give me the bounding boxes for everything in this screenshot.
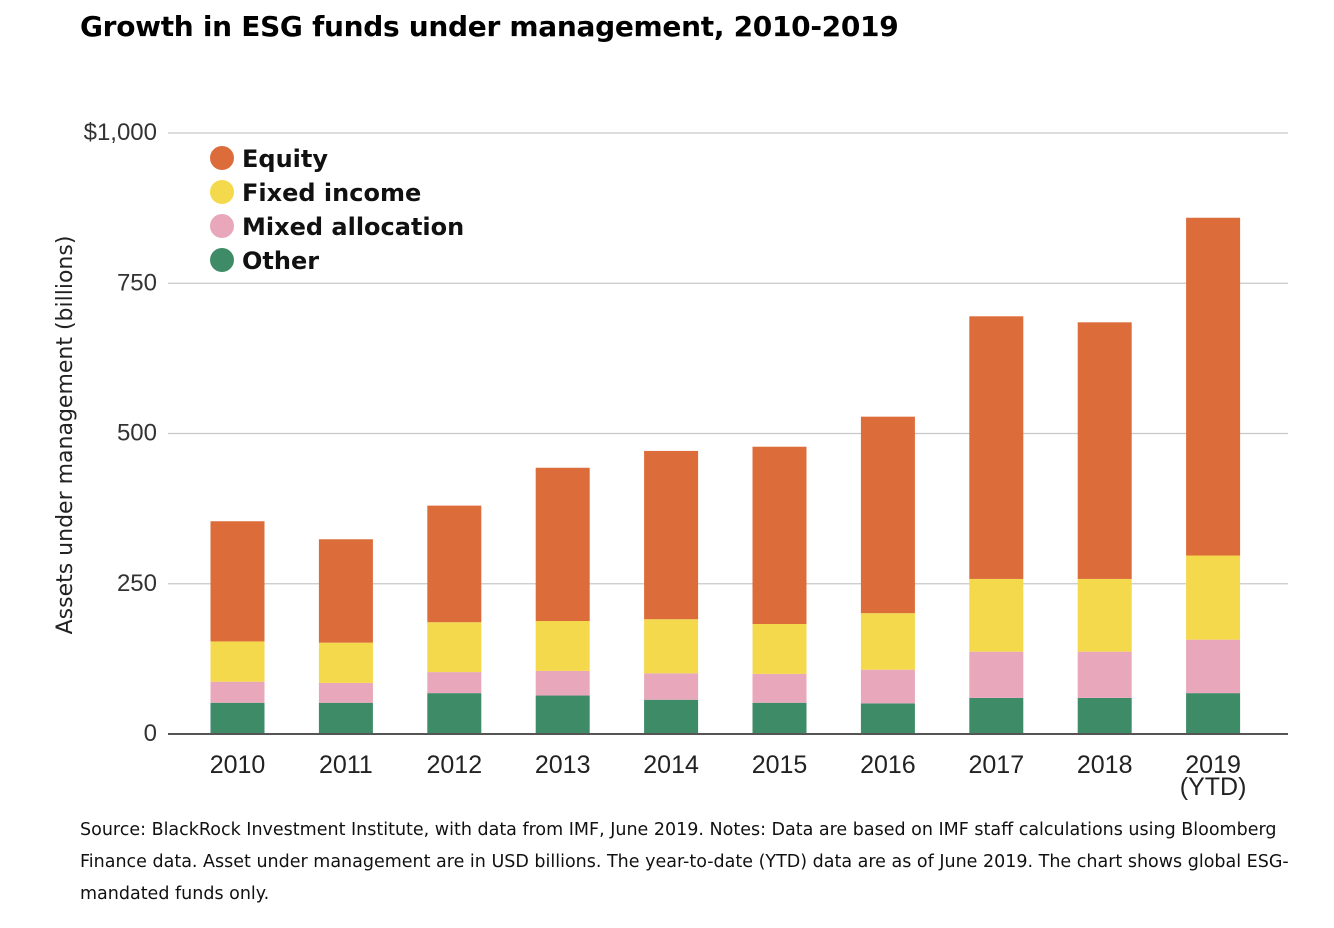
legend-swatch [210,214,234,238]
bar-segment-fixed-income [427,622,482,673]
legend-label: Fixed income [242,179,421,207]
bar-segment-equity [969,316,1024,579]
bar-segment-other [752,702,807,734]
bar-segment-mixed-allocation [1186,639,1241,694]
bar-segment-mixed-allocation [318,682,373,703]
bar-segment-mixed-allocation [969,651,1024,698]
x-tick-label: 2015 [752,751,808,779]
bar-segment-other [644,699,699,734]
legend-swatch [210,180,234,204]
legend-swatch [210,248,234,272]
bar-segment-equity [210,521,265,642]
chart-title: Growth in ESG funds under management, 20… [80,10,899,43]
x-tick-label: 2010 [210,751,266,779]
bar-segment-mixed-allocation [1077,651,1132,698]
bar-segment-mixed-allocation [644,673,699,700]
x-tick-label: 2011 [319,751,373,779]
bar-segment-other [1077,697,1132,734]
bar-segment-other [318,702,373,734]
y-tick-label: 0 [144,720,157,747]
bar-segment-fixed-income [644,619,699,674]
legend-swatch [210,146,234,170]
x-tick-label: 2014 [643,751,699,779]
bar-segment-equity [860,416,915,614]
legend-label: Equity [242,145,328,173]
x-tick-label: 2016 [860,751,916,779]
bar-segment-other [535,695,590,734]
bar-segment-fixed-income [969,578,1024,652]
y-tick-label: 750 [117,269,157,296]
bar-segment-equity [427,505,482,623]
bar-segment-fixed-income [1077,578,1132,652]
bar-segment-mixed-allocation [210,681,265,703]
y-tick-label: 500 [117,420,157,447]
bar-segment-other [1186,693,1241,734]
bar-segment-mixed-allocation [752,673,807,703]
source-note: Source: BlackRock Investment Institute, … [80,820,1289,904]
bar-segment-equity [1077,322,1132,579]
stacked-bar-chart: 0 250 500 750 $1,000 Assets under management … [53,119,1288,801]
y-tick-label: 250 [117,570,157,597]
bar-segment-equity [644,450,699,620]
bar-segment-fixed-income [752,624,807,674]
legend-label: Mixed allocation [242,213,464,241]
x-tick-label: 2017 [968,751,1024,779]
bar-segment-mixed-allocation [860,669,915,704]
bar-segment-fixed-income [860,613,915,670]
bar-segment-equity [752,446,807,625]
bar-segment-fixed-income [535,621,590,671]
bar-segment-equity [1186,217,1241,556]
bar-segment-mixed-allocation [535,670,590,696]
x-tick-label: 2018 [1077,751,1133,779]
bar-segment-other [969,697,1024,734]
x-tick-label: 2012 [426,751,482,779]
y-tick-label: $1,000 [84,119,157,146]
bar-segment-fixed-income [318,642,373,683]
bar-segment-equity [535,467,590,622]
bar-segment-mixed-allocation [427,672,482,694]
bar-segment-equity [318,539,373,643]
legend-label: Other [242,247,319,275]
bar-segment-other [427,693,482,734]
bar-segment-fixed-income [210,641,265,682]
bar-segment-other [210,702,265,734]
x-tick-label: 2013 [535,751,591,779]
x-tick-label: (YTD) [1180,773,1247,801]
bar-segment-fixed-income [1186,555,1241,640]
y-axis-label: Assets under management (billions) [53,236,78,635]
x-tick-label: 2019 [1185,751,1241,779]
bar-segment-other [860,703,915,734]
